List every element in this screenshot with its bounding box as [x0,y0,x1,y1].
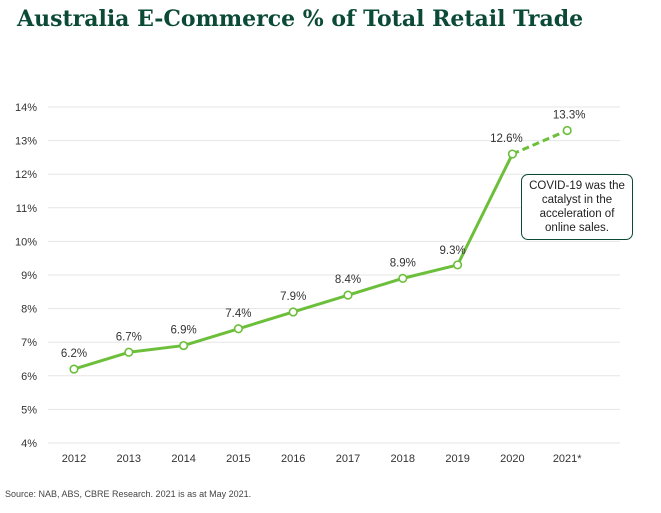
y-tick-label: 8% [21,304,37,316]
y-tick-label: 5% [21,404,37,416]
data-point [507,149,518,159]
x-tick-label: 2014 [171,453,195,465]
x-tick-label: 2019 [445,453,469,465]
data-label: 8.4% [335,274,361,286]
series-line-projected [511,129,568,156]
data-label: 8.9% [390,257,416,269]
covid-callout: COVID-19 was the catalyst in the acceler… [521,174,633,240]
callout-line-4: online sales. [545,222,609,234]
y-tick-label: 10% [15,236,37,248]
data-point [453,260,463,270]
x-tick-label: 2020 [500,453,524,465]
y-tick-label: 7% [21,337,37,349]
data-label: 6.2% [61,348,87,360]
data-point [179,340,189,351]
y-tick-label: 13% [15,136,37,148]
x-tick-label: 2012 [62,453,86,465]
x-tick-label: 2021* [553,453,582,465]
data-label: 6.7% [116,331,142,343]
y-tick-label: 4% [21,438,37,450]
data-label: 7.4% [225,308,251,320]
data-label: 9.3% [439,245,465,257]
y-tick-label: 9% [21,270,37,282]
y-tick-label: 11% [16,203,37,215]
source-note: Source: NAB, ABS, CBRE Research. 2021 is… [5,489,252,499]
x-tick-label: 2015 [226,453,250,465]
y-tick-label: 12% [15,169,37,181]
data-label: 6.9% [170,325,196,337]
y-tick-label: 6% [21,371,37,383]
callout-line-3: acceleration of [539,208,615,220]
data-label: 13.3% [553,110,586,122]
y-tick-label: 14% [15,102,37,114]
callout-line-1: COVID-19 was the [529,180,625,192]
x-tick-label: 2013 [117,453,141,465]
data-label: 12.6% [490,133,523,145]
data-point [398,273,408,283]
data-point [562,125,572,136]
data-point [288,307,298,317]
chart-title: Australia E-Commerce % of Total Retail T… [17,6,584,32]
x-tick-label: 2016 [281,453,305,465]
x-tick-label: 2017 [336,453,360,465]
data-label: 7.9% [280,291,306,303]
data-point [124,347,134,357]
callout-line-2: catalyst in the [541,194,613,206]
data-point [233,324,243,334]
data-point [343,290,353,300]
data-point [69,364,79,374]
x-tick-label: 2018 [391,453,415,465]
